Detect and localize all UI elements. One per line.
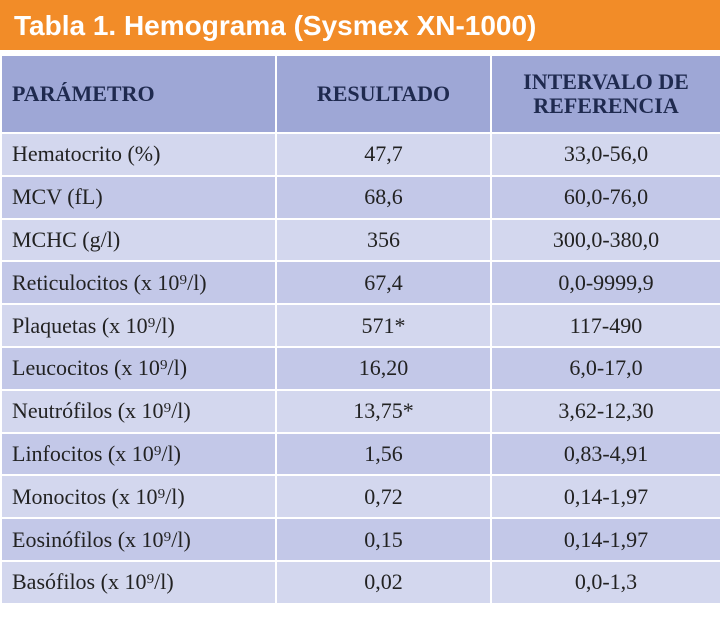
table-row: Monocitos (x 10⁹/l) 0,72 0,14-1,97 [0, 474, 720, 520]
table: PARÁMETRO RESULTADO INTERVALO DE REFEREN… [0, 54, 720, 605]
table-row: MCV (fL) 68,6 60,0-76,0 [0, 174, 720, 220]
table-title: Tabla 1. Hemograma (Sysmex XN-1000) [0, 0, 720, 54]
table-cell: 356 [275, 217, 492, 263]
table-cell: 13,75* [275, 388, 492, 434]
table-cell: Basófilos (x 10⁹/l) [0, 559, 277, 605]
table-cell: 0,0-1,3 [490, 559, 720, 605]
table-cell: 0,83-4,91 [490, 431, 720, 477]
table-row: Leucocitos (x 10⁹/l) 16,20 6,0-17,0 [0, 345, 720, 391]
header-row: PARÁMETRO RESULTADO INTERVALO DE REFEREN… [0, 54, 720, 134]
table-cell: Neutrófilos (x 10⁹/l) [0, 388, 277, 434]
table-cell: 571* [275, 303, 492, 348]
table-cell: 0,14-1,97 [490, 474, 720, 520]
table-cell: MCHC (g/l) [0, 217, 277, 263]
table-body: Hematocrito (%) 47,7 33,0-56,0 MCV (fL) 68,6… [0, 132, 720, 605]
table-cell: 68,6 [275, 174, 492, 220]
table-row: Plaquetas (x 10⁹/l) 571* 117-490 [0, 303, 720, 348]
table-cell: 117-490 [490, 303, 720, 348]
table-cell: 47,7 [275, 132, 492, 177]
column-header: RESULTADO [275, 54, 492, 134]
table-row: Eosinófilos (x 10⁹/l) 0,15 0,14-1,97 [0, 517, 720, 562]
table-cell: Plaquetas (x 10⁹/l) [0, 303, 277, 348]
table-cell: 0,0-9999,9 [490, 260, 720, 306]
table-row: Neutrófilos (x 10⁹/l) 13,75* 3,62-12,30 [0, 388, 720, 434]
table-cell: 0,14-1,97 [490, 517, 720, 562]
table-cell: 300,0-380,0 [490, 217, 720, 263]
table-cell: 0,72 [275, 474, 492, 520]
table-row: MCHC (g/l) 356 300,0-380,0 [0, 217, 720, 263]
table-cell: Leucocitos (x 10⁹/l) [0, 345, 277, 391]
table-cell: Reticulocitos (x 10⁹/l) [0, 260, 277, 306]
table-cell: 1,56 [275, 431, 492, 477]
table-cell: 6,0-17,0 [490, 345, 720, 391]
table-cell: MCV (fL) [0, 174, 277, 220]
table-cell: 60,0-76,0 [490, 174, 720, 220]
table-cell: Monocitos (x 10⁹/l) [0, 474, 277, 520]
table-cell: Hematocrito (%) [0, 132, 277, 177]
table-row: Linfocitos (x 10⁹/l) 1,56 0,83-4,91 [0, 431, 720, 477]
table-cell: 16,20 [275, 345, 492, 391]
table-cell: 33,0-56,0 [490, 132, 720, 177]
table-cell: Linfocitos (x 10⁹/l) [0, 431, 277, 477]
table-cell: 67,4 [275, 260, 492, 306]
column-header: INTERVALO DE REFERENCIA [490, 54, 720, 134]
table-cell: 0,02 [275, 559, 492, 605]
table-row: Hematocrito (%) 47,7 33,0-56,0 [0, 132, 720, 177]
column-header: PARÁMETRO [0, 54, 277, 134]
table-cell: 0,15 [275, 517, 492, 562]
table-cell: 3,62-12,30 [490, 388, 720, 434]
table-row: Reticulocitos (x 10⁹/l) 67,4 0,0-9999,9 [0, 260, 720, 306]
table-row: Basófilos (x 10⁹/l) 0,02 0,0-1,3 [0, 559, 720, 605]
table-cell: Eosinófilos (x 10⁹/l) [0, 517, 277, 562]
